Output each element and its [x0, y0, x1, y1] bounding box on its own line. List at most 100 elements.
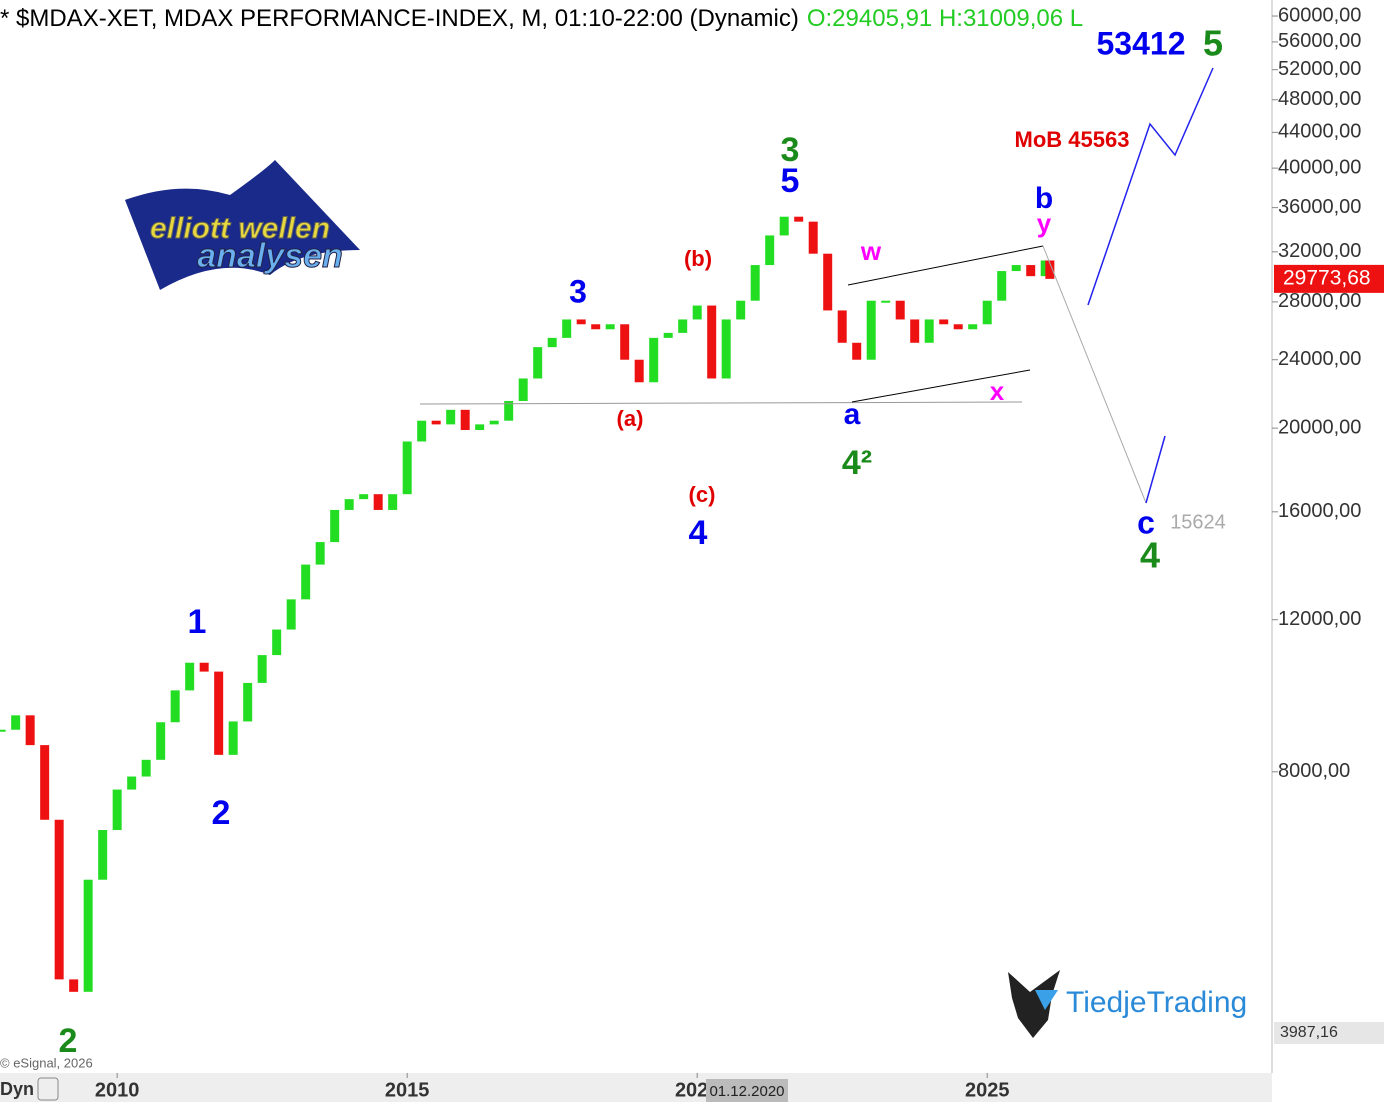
plot [0, 216, 1055, 992]
candle [663, 332, 673, 338]
wave-label: 4² [842, 444, 872, 482]
projection-line [1145, 435, 1166, 504]
last-price-label: 29773,68 [1283, 266, 1371, 289]
candle [185, 662, 195, 691]
y-tick-label: 12000,00 [1278, 608, 1361, 630]
candle [170, 690, 180, 723]
logo-tiedje: TiedjeTrading [1008, 970, 1247, 1038]
last-price-box [1274, 264, 1384, 293]
candle [98, 830, 108, 880]
candle [605, 324, 615, 330]
y-tick-label: 36000,00 [1278, 196, 1361, 218]
y-tick-label: 40000,00 [1278, 156, 1361, 178]
candle [257, 655, 267, 683]
candle [156, 722, 166, 760]
candle [0, 729, 6, 732]
candle [707, 305, 717, 379]
candle [286, 599, 296, 630]
wave-label: 5 [781, 162, 800, 200]
y-tick-label: 28000,00 [1278, 290, 1361, 312]
copyright: © eSignal, 2026 [0, 1055, 93, 1070]
logo-text: analysen [197, 237, 343, 275]
wave-label: 1 [188, 603, 207, 641]
wave-label: 5 [1203, 23, 1223, 64]
candle [359, 494, 369, 500]
y-tick-label: 52000,00 [1278, 58, 1361, 80]
wave-label: w [860, 236, 882, 266]
candle [518, 378, 528, 401]
candle [910, 319, 920, 343]
candle [344, 499, 354, 510]
wave-label: 15624 [1170, 511, 1226, 533]
logo-elliott: elliott wellen analysen [125, 160, 360, 290]
candle [315, 542, 325, 565]
candle [402, 441, 412, 495]
candle [649, 337, 659, 383]
symbol: * $MDAX-XET, MDAX PERFORMANCE-INDEX, M, … [0, 5, 799, 32]
candle [576, 319, 586, 325]
wave-label: 4 [689, 514, 708, 552]
x-tick-label: 2025 [965, 1079, 1010, 1101]
candle [692, 305, 702, 320]
header: * $MDAX-XET, MDAX PERFORMANCE-INDEX, M, … [0, 5, 1083, 32]
wave-label: 2 [59, 1022, 78, 1060]
y-tick-label: 20000,00 [1278, 416, 1361, 438]
candle [736, 300, 746, 320]
wave-label: 2 [212, 794, 231, 832]
candle [678, 319, 688, 333]
candle [112, 789, 122, 831]
candle [881, 300, 891, 303]
annotation-lines [419, 67, 1214, 504]
y-tick-label: 48000,00 [1278, 88, 1361, 110]
candle [127, 776, 137, 790]
candle [953, 324, 963, 330]
projection-line [1087, 67, 1214, 306]
candle [779, 216, 789, 236]
candle [489, 420, 499, 425]
channel-line [847, 245, 1044, 286]
wave-label: (b) [684, 246, 712, 271]
candle [765, 235, 775, 266]
y-tick-label: 8000,00 [1278, 760, 1350, 782]
x-axis-strip [0, 1073, 1272, 1102]
wave-label: a [844, 398, 861, 431]
wave-label: (a) [617, 406, 644, 431]
channel-line [851, 369, 1031, 403]
candle [199, 662, 209, 672]
y-tick-label: 24000,00 [1278, 348, 1361, 370]
y-tick-label: 32000,00 [1278, 240, 1361, 262]
candle [968, 324, 978, 330]
logo-text: TiedjeTrading [1066, 986, 1247, 1019]
x-tick-label: 2010 [95, 1079, 140, 1101]
candle [547, 337, 557, 348]
ohl: O:29405,91 H:31009,06 L [807, 5, 1083, 32]
y-tick-label: 60000,00 [1278, 4, 1361, 26]
candle [11, 715, 21, 730]
candle [721, 319, 731, 379]
crosshair-box [706, 1079, 788, 1102]
candle [243, 682, 253, 722]
candle [895, 300, 905, 320]
wave-label: 3 [781, 131, 800, 169]
lock-icon[interactable] [37, 1077, 59, 1101]
candle [1040, 260, 1050, 277]
wave-label: MoB 45563 [1015, 127, 1130, 152]
scale-low-label: 3987,16 [1280, 1024, 1338, 1041]
candle [823, 253, 833, 311]
candle [475, 424, 485, 430]
candle [54, 819, 64, 980]
candle [1026, 265, 1036, 277]
candle [141, 759, 151, 777]
candle [504, 400, 514, 421]
wave-label: b [1035, 182, 1053, 215]
candle [982, 300, 992, 325]
scale-low-box [1274, 1022, 1384, 1045]
candle [837, 310, 847, 343]
candle [866, 300, 876, 360]
candle [533, 347, 543, 379]
wave-label: y [1037, 208, 1052, 238]
crosshair-date: 01.12.2020 [709, 1083, 784, 1100]
wave-label: (c) [689, 482, 716, 507]
y-tick-label: 44000,00 [1278, 121, 1361, 143]
